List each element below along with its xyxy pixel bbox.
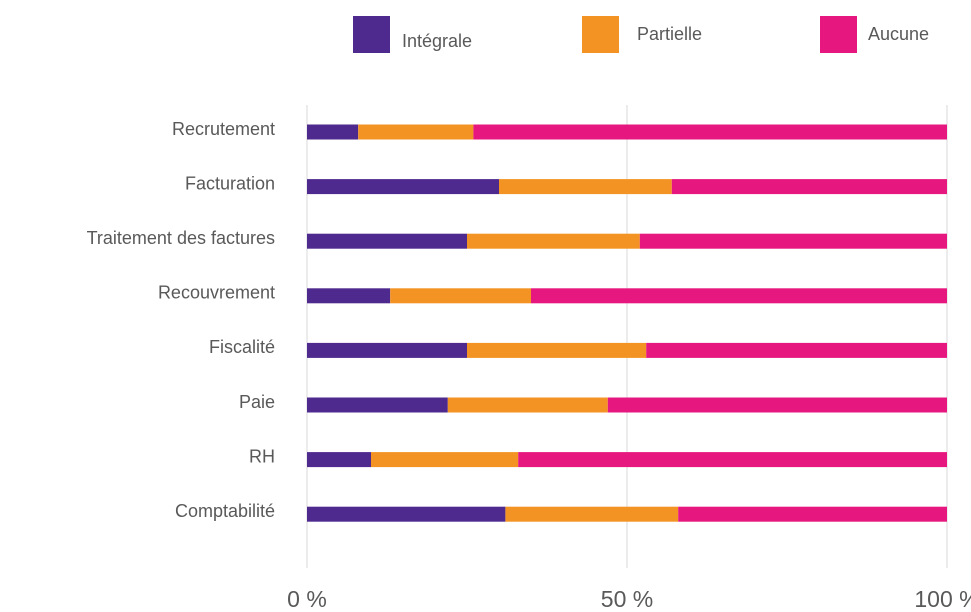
bar-segment: [646, 342, 947, 358]
bar-segment: [307, 233, 467, 249]
y-tick-label: RH: [249, 446, 275, 466]
bar-segment: [307, 452, 371, 468]
bar-segment: [390, 288, 531, 304]
bar-segment: [307, 288, 391, 304]
bar-segment: [678, 506, 947, 522]
x-tick-label: 100 %: [914, 586, 971, 612]
bar-segment: [639, 233, 947, 249]
x-tick-label: 50 %: [601, 586, 653, 612]
bar-segment: [307, 124, 359, 140]
y-tick-label: Facturation: [185, 173, 275, 193]
bar-segment: [307, 506, 506, 522]
bar-segment: [518, 452, 947, 468]
bar-segment: [307, 179, 499, 195]
legend-swatch: [820, 16, 857, 53]
bar-segment: [499, 179, 672, 195]
bar-segment: [671, 179, 947, 195]
bar-segment: [307, 342, 467, 358]
y-tick-label: Recouvrement: [158, 283, 275, 303]
bar-segment: [607, 397, 947, 413]
y-tick-label: Recrutement: [172, 119, 275, 139]
bar-segment: [358, 124, 474, 140]
bar-segment: [531, 288, 947, 304]
legend-label: Partielle: [637, 24, 702, 44]
x-tick-label: 0 %: [287, 586, 327, 612]
bar-segment: [371, 452, 519, 468]
bar-segment: [473, 124, 947, 140]
legend-label: Aucune: [868, 24, 929, 44]
y-tick-label: Traitement des factures: [87, 228, 275, 248]
y-tick-label: Paie: [239, 392, 275, 412]
bar-segment: [505, 506, 679, 522]
y-tick-label: Comptabilité: [175, 501, 275, 521]
bar-segment: [467, 342, 647, 358]
bar-segment: [307, 397, 448, 413]
y-tick-label: Fiscalité: [209, 337, 275, 357]
legend-swatch: [582, 16, 619, 53]
legend-label: Intégrale: [402, 31, 472, 51]
bar-segment: [447, 397, 608, 413]
bar-segment: [467, 233, 640, 249]
legend-swatch: [353, 16, 390, 53]
